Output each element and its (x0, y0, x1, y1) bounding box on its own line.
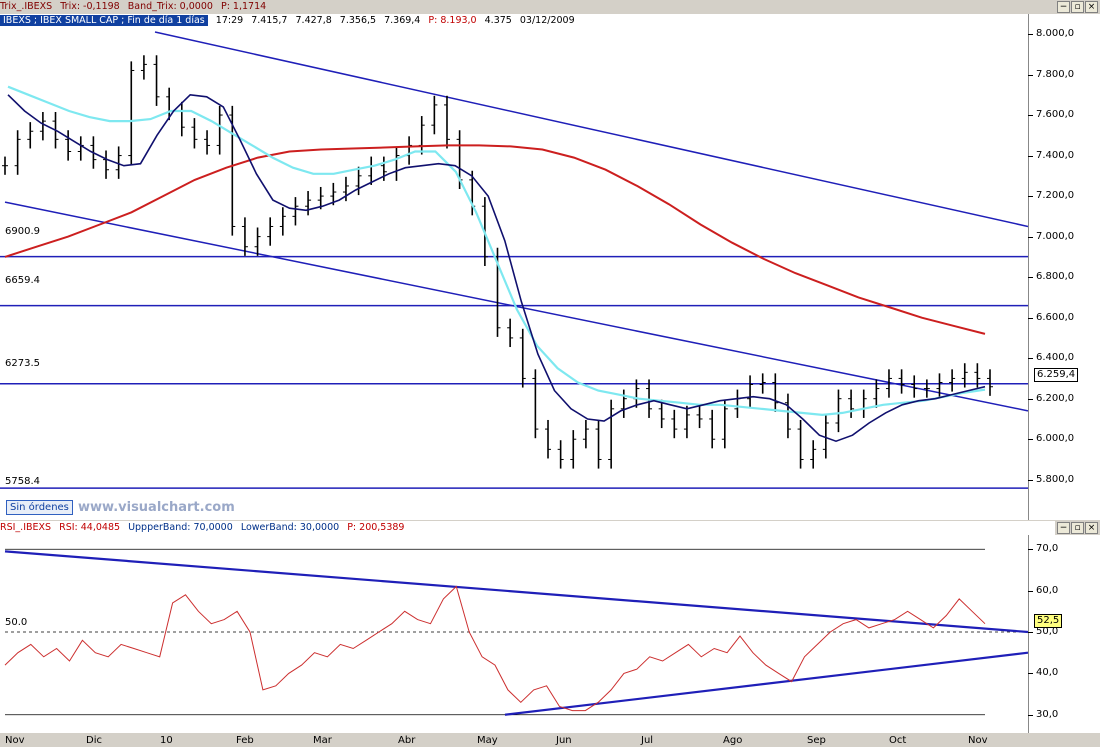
rsi-p: P: 200,5389 (347, 522, 405, 533)
x-tick-label: May (477, 735, 498, 746)
rsi-chart (4, 548, 1028, 716)
level-label-6273: 6273.5 (5, 358, 40, 369)
price-y-tick: 7.400,0 (1027, 149, 1075, 161)
price-header: Trix_.IBEXS Trix: -0,1198 Band_Trix: 0,0… (0, 0, 1055, 14)
rsi-upper: UppperBand: 70,0000 (128, 522, 233, 533)
price-y-tick: 5.800,0 (1027, 473, 1075, 485)
price-y-tick: 8.000,0 (1027, 28, 1075, 39)
long-ma-line (4, 144, 986, 335)
bar-date: 03/12/2009 (519, 15, 575, 26)
rsi-header: RSI_.IBEXS RSI: 44,0485 UppperBand: 70,0… (0, 521, 1055, 535)
x-tick-label: Jul (641, 735, 654, 746)
trix-p: P: 1,1714 (220, 1, 267, 12)
last-price-tag: 6.259,4 (1034, 368, 1079, 382)
trix-study: Trix_.IBEXS (0, 1, 53, 12)
bar-high: 7.427,8 (295, 15, 332, 26)
rsi-midline-label: 50.0 (5, 617, 28, 628)
bar-low: 7.356,5 (339, 15, 377, 26)
last-rsi-tag: 52,5 (1034, 614, 1063, 628)
x-tick-label: Ago (723, 735, 743, 746)
close-button-top[interactable]: × (1085, 1, 1098, 13)
rsi-y-axis: 70,0 60,0 50,0 40,0 30,0 (1027, 535, 1100, 733)
maximize-button-rsi[interactable]: ▫ (1071, 522, 1084, 534)
rsi-upper-trendline (4, 550, 1028, 634)
trix-band: Band_Trix: 0,0000 (127, 1, 213, 12)
x-tick-label: Abr (398, 735, 416, 746)
watermark: www.visualchart.com (78, 500, 235, 515)
price-chart (0, 31, 1028, 489)
price-y-tick: 6.400,0 (1027, 352, 1075, 364)
minimize-button-rsi[interactable]: − (1057, 522, 1070, 534)
x-tick-label: Oct (889, 735, 907, 746)
x-tick-label: 10 (160, 735, 173, 746)
rsi-y-tick: 60,0 (1027, 584, 1059, 596)
x-tick-label: Nov (968, 735, 988, 746)
price-subheader: IBEXS ; IBEX SMALL CAP ; Fin de día 1 dí… (0, 14, 680, 28)
price-y-tick: 7.600,0 (1027, 109, 1075, 121)
price-chart-panel[interactable] (0, 14, 1028, 520)
price-y-tick: 6.600,0 (1027, 311, 1075, 323)
close-button-rsi[interactable]: × (1085, 522, 1098, 534)
rsi-lower: LowerBand: 30,0000 (240, 522, 340, 533)
rsi-y-tick: 70,0 (1027, 543, 1059, 555)
rsi-panel[interactable] (0, 535, 1028, 733)
bar-close: 7.369,4 (384, 15, 421, 26)
fast-ma-line (7, 93, 986, 443)
price-y-tick: 7.000,0 (1027, 230, 1075, 242)
slow-ma-line (7, 85, 986, 417)
bar-time: 17:29 (215, 15, 244, 26)
bar-open: 7.415,7 (251, 15, 288, 26)
level-label-6900: 6900.9 (5, 226, 40, 237)
upper-trendline (154, 31, 1028, 228)
price-y-tick: 6.800,0 (1027, 271, 1075, 283)
minimize-button-top[interactable]: − (1057, 1, 1070, 13)
x-tick-label: Feb (236, 735, 254, 746)
x-tick-label: Nov (5, 735, 25, 746)
rsi-axis-strip (1028, 535, 1100, 733)
instrument-title: IBEXS ; IBEX SMALL CAP ; Fin de día 1 dí… (0, 15, 208, 26)
level-label-5758: 5758.4 (5, 476, 40, 487)
maximize-button-top[interactable]: ▫ (1071, 1, 1084, 13)
price-y-tick: 6.200,0 (1027, 392, 1075, 404)
trix-value: Trix: -0,1198 (60, 1, 120, 12)
price-y-axis: 8.000,0 7.800,0 7.600,0 7.400,0 7.200,0 7.000… (1027, 14, 1100, 520)
rsi-line (4, 585, 986, 712)
price-axis-strip (1028, 14, 1100, 520)
price-y-tick: 6.000,0 (1027, 433, 1075, 445)
level-label-6659: 6659.4 (5, 275, 40, 286)
price-y-tick: 7.200,0 (1027, 190, 1075, 202)
rsi-value: RSI: 44,0485 (59, 522, 121, 533)
sin-ordenes-button[interactable]: Sin órdenes (6, 500, 73, 515)
bar-p: P: 8.193,0 (428, 15, 477, 26)
rsi-lower-trendline (504, 651, 1028, 716)
price-y-tick: 7.800,0 (1027, 68, 1075, 80)
rsi-y-tick: 40,0 (1027, 667, 1059, 679)
rsi-y-tick: 30,0 (1027, 708, 1059, 720)
rsi-study: RSI_.IBEXS (0, 522, 52, 533)
bar-volume: 4.375 (484, 15, 512, 26)
rsi-y-tick: 50,0 (1027, 626, 1059, 637)
x-tick-label: Dic (86, 735, 102, 746)
x-tick-label: Jun (556, 735, 572, 746)
x-tick-label: Sep (807, 735, 826, 746)
x-tick-label: Mar (313, 735, 332, 746)
